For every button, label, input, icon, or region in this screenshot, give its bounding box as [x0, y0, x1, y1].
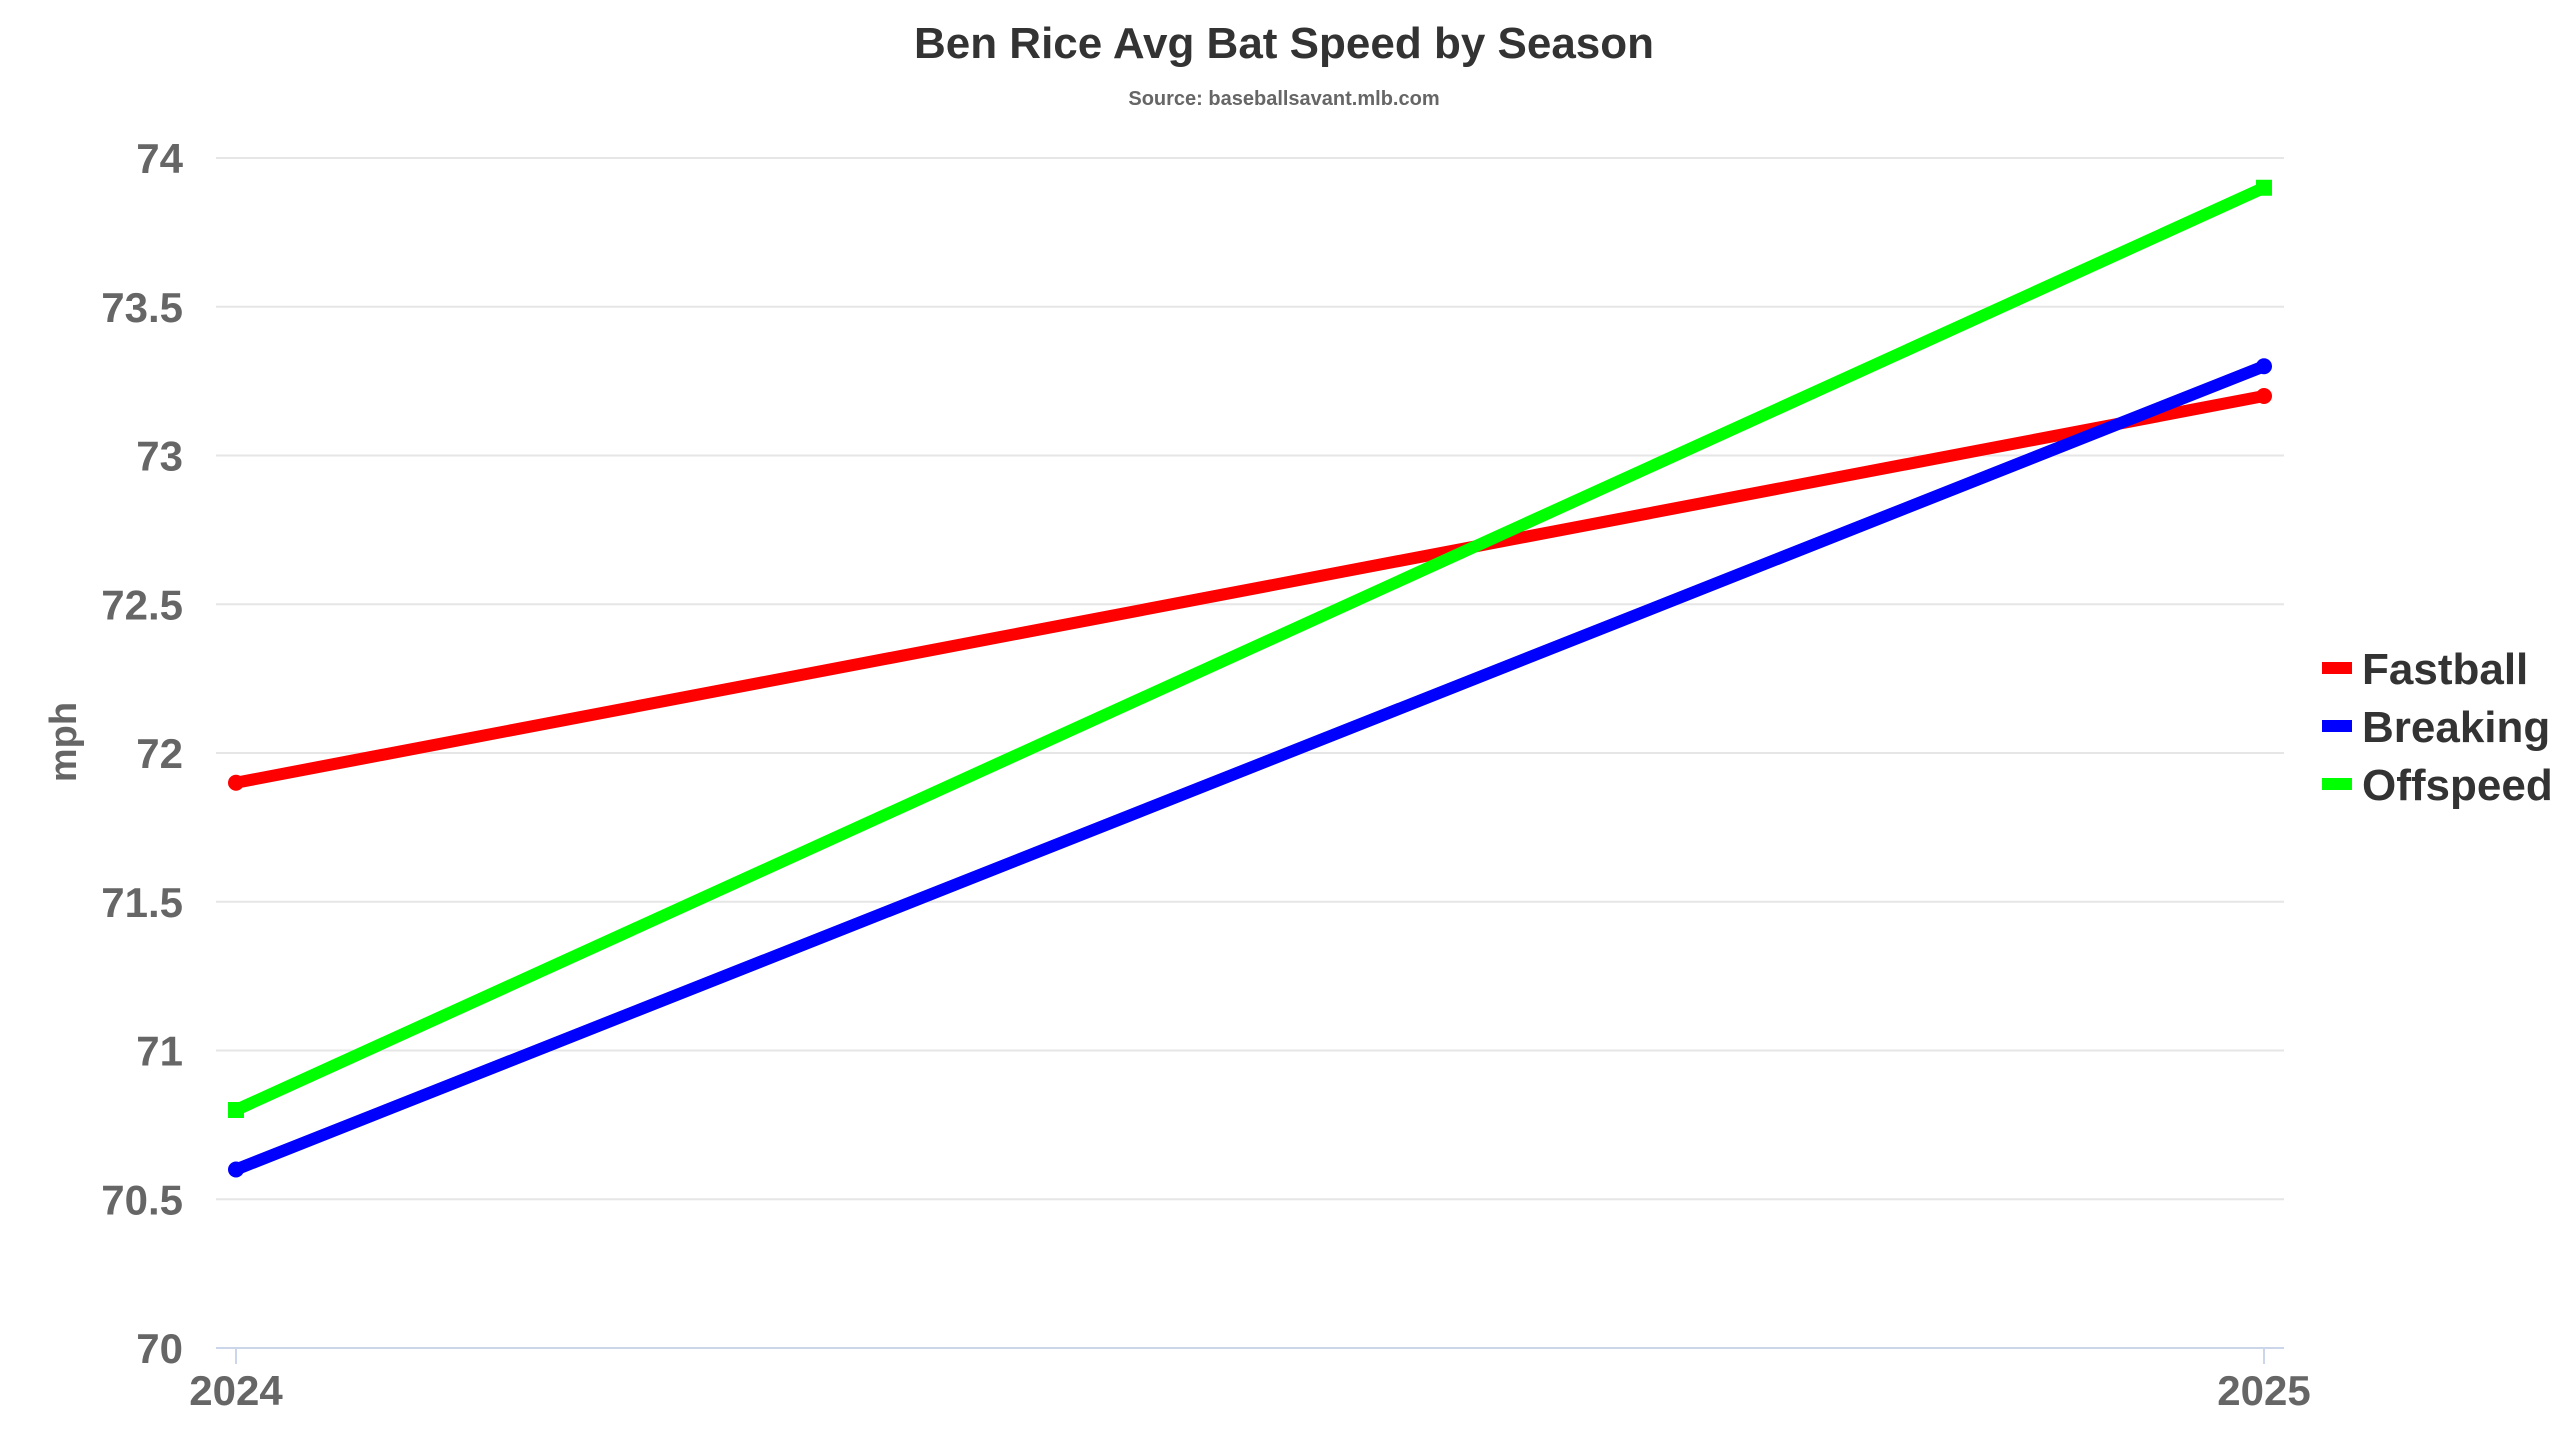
legend-label: Fastball — [2362, 645, 2528, 694]
data-point-breaking[interactable] — [2256, 358, 2272, 375]
y-tick-label: 72 — [136, 730, 183, 777]
y-tick-label: 70 — [136, 1325, 183, 1372]
y-tick-label: 73 — [136, 433, 183, 480]
series-lines — [228, 179, 2272, 1178]
x-tick-label: 2025 — [2217, 1367, 2310, 1414]
legend-item-fastball[interactable]: Fastball — [2322, 645, 2528, 694]
grid — [216, 157, 2284, 1201]
y-tick-label: 71 — [136, 1028, 183, 1075]
y-tick-label: 72.5 — [101, 581, 183, 628]
y-axis-title: mph — [43, 702, 85, 782]
data-point-breaking[interactable] — [228, 1161, 244, 1178]
x-tick-label: 2024 — [189, 1367, 283, 1414]
chart-subtitle: Source: baseballsavant.mlb.com — [1128, 88, 1439, 110]
data-point-fastball[interactable] — [228, 774, 244, 791]
data-point-offspeed[interactable] — [2256, 179, 2272, 196]
series-line-fastball — [230, 390, 2270, 789]
chart-title: Ben Rice Avg Bat Speed by Season — [914, 19, 1654, 68]
legend: Fastball Breaking Offspeed — [2322, 645, 2553, 810]
y-tick-label: 70.5 — [101, 1176, 183, 1223]
y-tick-label: 74 — [136, 135, 183, 182]
legend-item-breaking[interactable]: Breaking — [2322, 703, 2550, 752]
legend-label: Breaking — [2362, 703, 2550, 752]
legend-label: Offspeed — [2362, 761, 2553, 810]
axes: 70 70.5 71 71.5 72 72.5 73 73.5 74 2024 2025 — [101, 135, 2310, 1414]
series-line-breaking — [230, 360, 2270, 1176]
legend-item-offspeed[interactable]: Offspeed — [2322, 761, 2553, 810]
y-tick-label: 73.5 — [101, 284, 183, 331]
series-line-offspeed — [230, 181, 2270, 1116]
y-tick-label: 71.5 — [101, 879, 183, 926]
data-point-offspeed[interactable] — [228, 1102, 244, 1118]
data-point-fastball[interactable] — [2256, 388, 2272, 404]
